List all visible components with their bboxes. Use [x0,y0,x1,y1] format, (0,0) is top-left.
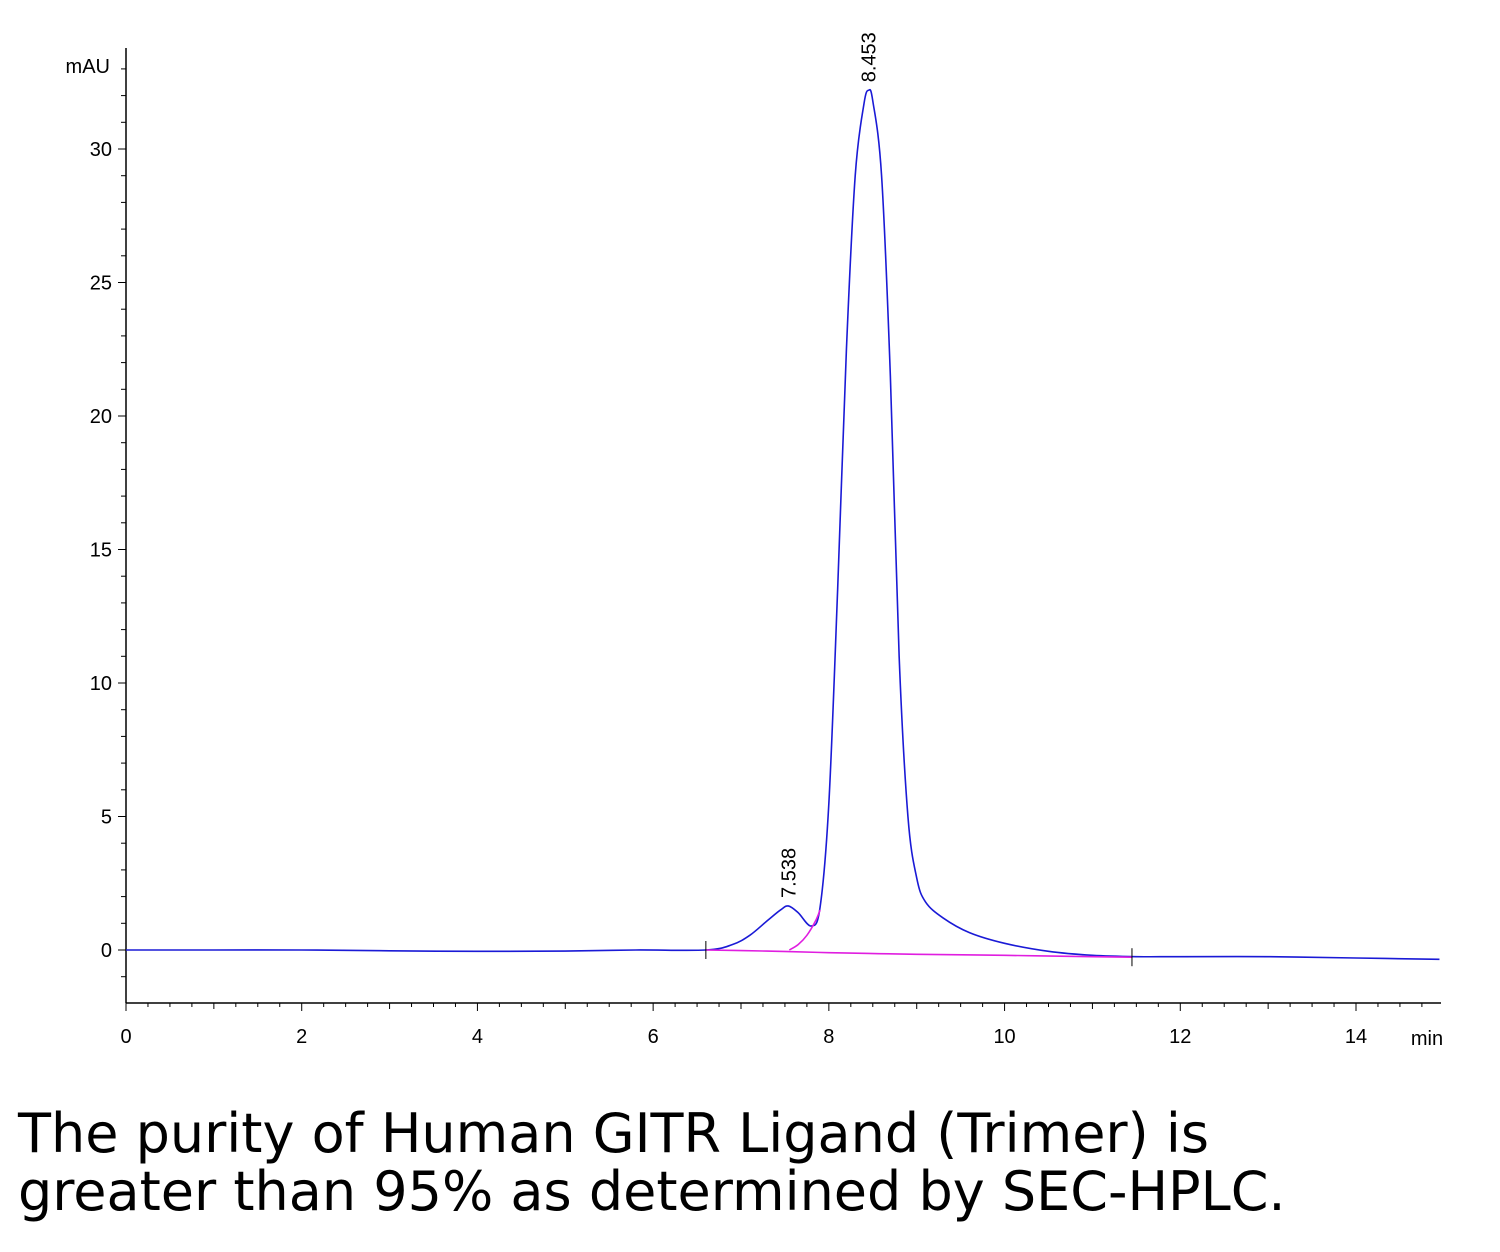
y-tick-label: 25 [90,273,112,295]
figure-caption: The purity of Human GITR Ligand (Trimer)… [18,1105,1478,1221]
x-tick-label: 2 [296,1026,307,1048]
peak-label: 8.453 [859,32,881,82]
y-axis-unit: mAU [66,56,110,78]
x-tick-label: 10 [993,1026,1015,1048]
chart-marks [125,88,1440,967]
x-tick-label: 12 [1169,1026,1191,1048]
caption-line-1: The purity of Human GITR Ligand (Trimer)… [18,1102,1210,1165]
x-tick-label: 8 [823,1026,834,1048]
x-tick-label: 4 [472,1026,483,1048]
y-tick-label: 0 [101,940,112,962]
chromatogram-chart: 0 5 10 15 20 25 30 mAU 0 2 4 6 8 10 12 14 min 7.538 8.453 [66,32,1444,1050]
signal-trace [125,88,1440,961]
peak-fit-trace [788,909,821,951]
caption-line-2: greater than 95% as determined by SEC-HP… [18,1160,1286,1223]
x-tick-label: 0 [120,1026,131,1048]
y-tick-label: 5 [101,807,112,829]
x-tick-label: 6 [648,1026,659,1048]
baseline-trace [705,949,1132,959]
y-tick-label: 15 [90,540,112,562]
y-tick-label: 10 [90,673,112,695]
chart-labels: 0 5 10 15 20 25 30 mAU 0 2 4 6 8 10 12 14 min 7.538 8.453 [66,32,1444,1050]
y-tick-label: 30 [90,139,112,161]
y-tick-label: 20 [90,406,112,428]
x-axis-unit: min [1411,1028,1443,1050]
x-tick-label: 14 [1345,1026,1367,1048]
peak-label: 7.538 [778,848,800,898]
axes [118,48,1441,1011]
